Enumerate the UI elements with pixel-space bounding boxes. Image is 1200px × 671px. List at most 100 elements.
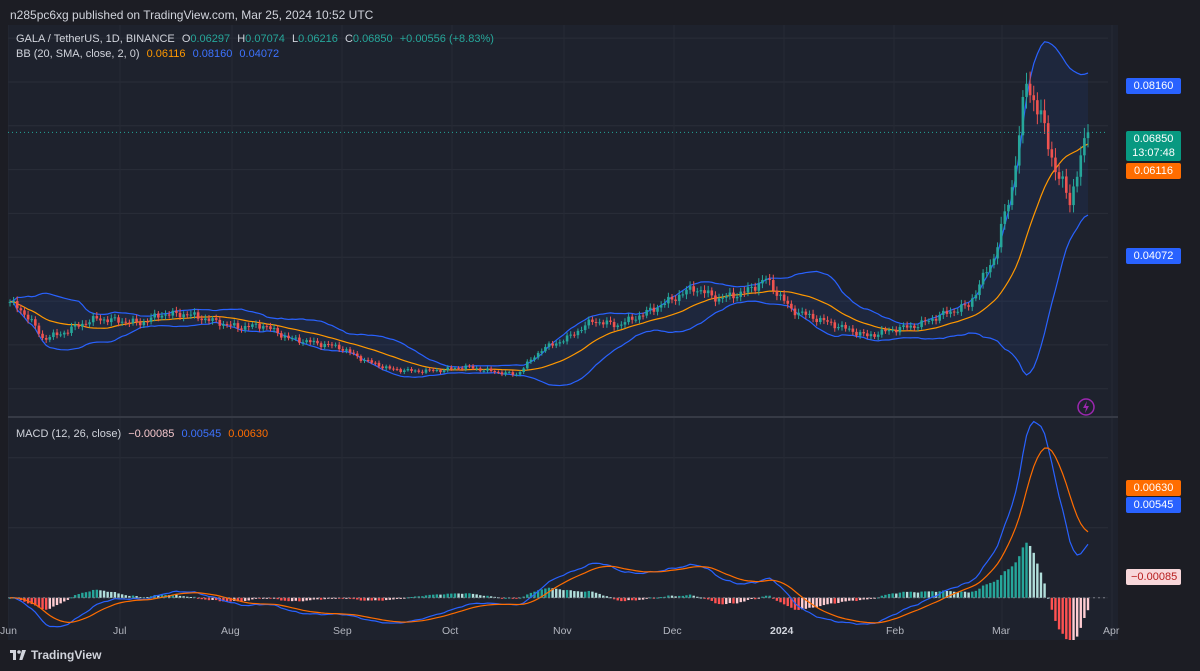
candle-body	[529, 359, 533, 362]
macd-hist-bar	[377, 597, 381, 601]
macd-hist-bar	[1043, 583, 1046, 598]
macd-hist-bar	[48, 597, 51, 609]
macd-signal-line	[9, 447, 1089, 624]
time-label-jul: Jul	[113, 625, 126, 637]
candle-body	[898, 327, 902, 333]
candle-body	[612, 321, 616, 328]
macd-hist-bar	[555, 588, 558, 598]
macd-hist-bar	[301, 597, 305, 602]
macd-hist-bar	[978, 588, 981, 598]
macd-hist-bar	[489, 596, 493, 598]
candle-body	[247, 326, 251, 328]
macd-hist-bar	[641, 597, 645, 600]
candle-body	[327, 344, 330, 346]
candle-body	[243, 326, 247, 330]
macd-hist-bar	[370, 597, 373, 601]
candle-body	[66, 332, 70, 334]
macd-hist-bar	[298, 597, 301, 602]
lightning-icon	[1077, 398, 1095, 416]
macd-hist-bar	[522, 596, 525, 598]
macd-hist-bar	[146, 597, 149, 599]
candle-body	[978, 284, 981, 296]
macd-hist-bar	[916, 592, 920, 598]
candle-body	[573, 334, 576, 336]
time-label-apr: Apr	[1103, 625, 1120, 637]
candle-body	[562, 341, 565, 343]
candle-body	[569, 334, 573, 336]
chart-svg[interactable]: 0.090000.050000.030000.020000.010000.010…	[8, 25, 1118, 640]
tradingview-logo[interactable]: TradingView	[10, 648, 101, 662]
macd-hist-bar	[678, 595, 681, 598]
candle-body	[486, 368, 489, 371]
candle-body	[623, 322, 627, 325]
macd-hist-bar	[706, 597, 710, 600]
macd-hist-bar	[674, 596, 677, 598]
chart-area[interactable]: 0.090000.050000.030000.020000.010000.010…	[8, 25, 1118, 640]
candle-body	[359, 356, 363, 361]
candle-body	[457, 368, 460, 370]
macd-hist-bar	[182, 596, 185, 598]
candle-body	[171, 310, 175, 316]
macd-hist-bar	[41, 597, 44, 610]
macd-hist-bar	[851, 597, 855, 601]
macd-hist-bar	[685, 595, 688, 598]
candle-body	[967, 305, 970, 307]
candle-body	[269, 326, 272, 330]
macd-hist-bar	[591, 591, 594, 598]
candle-body	[345, 349, 348, 351]
tradingview-logo-icon	[10, 650, 26, 660]
candle-body	[916, 327, 920, 329]
macd-hist-bar	[616, 597, 619, 601]
macd-hist-bar	[200, 597, 203, 600]
macd-hist-bar	[207, 597, 211, 601]
candle-body	[222, 324, 225, 326]
macd-hist-bar	[1057, 597, 1061, 630]
macd-hist-bar	[1075, 597, 1079, 637]
macd-hist-bar	[992, 581, 996, 598]
candle-body	[15, 301, 19, 309]
macd-hist-bar	[779, 597, 782, 603]
macd-hist-bar	[1032, 552, 1035, 598]
candle-body	[301, 342, 305, 344]
macd-hist-bar	[84, 592, 88, 598]
macd-hist-bar	[236, 597, 240, 602]
macd-hist-bar	[848, 597, 851, 601]
macd-hist-bar	[1021, 547, 1025, 598]
candle-body	[696, 291, 699, 293]
macd-hist-bar	[160, 595, 164, 598]
macd-hist-bar	[717, 597, 721, 605]
candle-body	[1025, 83, 1028, 97]
macd-hist-bar	[413, 596, 417, 598]
macd-hist-bar	[909, 591, 912, 598]
macd-hist-bar	[341, 597, 345, 599]
legend-l-value: 0.06216	[298, 33, 338, 45]
macd-hist-bar	[99, 590, 102, 598]
macd-hist-bar	[963, 591, 967, 598]
time-axis[interactable]: Jun Jul Aug Sep Oct Nov Dec 2024 Feb Mar…	[0, 618, 1200, 640]
candle-body	[714, 295, 717, 302]
macd-hist-bar	[1003, 571, 1006, 598]
macd-hist-bar	[381, 597, 384, 601]
macd-hist-bar	[891, 593, 894, 598]
candle-body	[48, 337, 52, 340]
candle-body	[674, 299, 677, 301]
candle-body	[102, 319, 106, 321]
candle-body	[804, 311, 808, 315]
macd-hist-bar	[211, 597, 214, 600]
macd-hist-bar	[576, 591, 580, 598]
macd-hist-bar	[956, 592, 959, 598]
candle-body	[902, 325, 905, 328]
macd-hist-bar	[186, 596, 189, 598]
macd-hist-bar	[732, 597, 735, 604]
candle-body	[88, 322, 91, 325]
legend-symbol: GALA / TetherUS, 1D, BINANCE	[16, 33, 175, 45]
macd-hist-bar	[1072, 597, 1075, 640]
candle-body	[26, 314, 30, 320]
macd-hist-bar	[312, 597, 316, 600]
candle-body	[605, 320, 609, 325]
macd-hist-bar	[280, 597, 283, 601]
candle-body	[175, 310, 178, 313]
legend-h-value: 0.07074	[245, 33, 285, 45]
macd-hist-bar	[120, 594, 124, 598]
candle-body	[699, 290, 703, 292]
